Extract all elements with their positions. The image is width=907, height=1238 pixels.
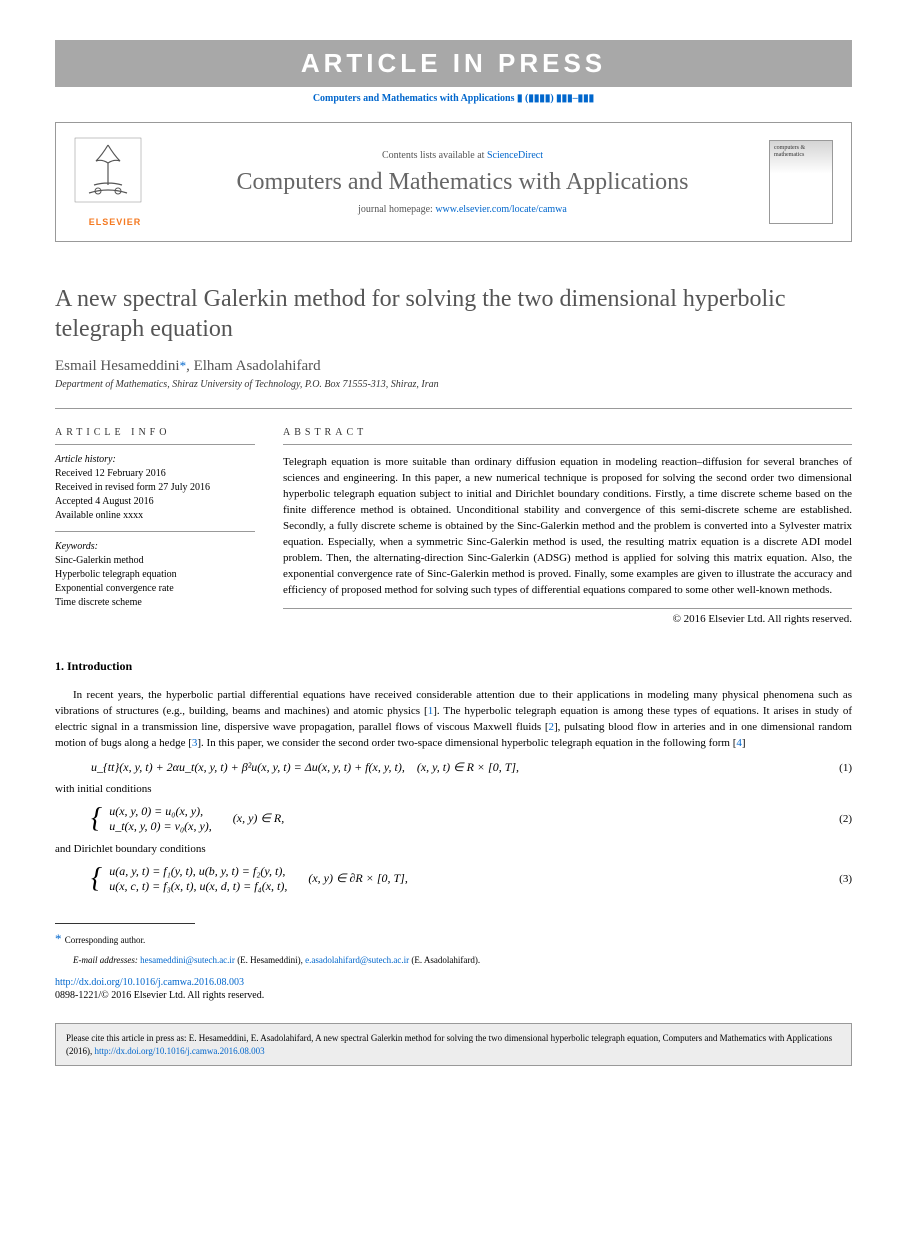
eq3-num: (3) bbox=[839, 873, 852, 885]
article-history: Article history: Received 12 February 20… bbox=[55, 453, 255, 532]
intro-text-d: ]. In this paper, we consider the second… bbox=[197, 737, 736, 749]
issn-line: 0898-1221/© 2016 Elsevier Ltd. All right… bbox=[55, 990, 852, 1001]
elsevier-tree-icon bbox=[74, 137, 142, 215]
eq1-content: u_{tt}(x, y, t) + 2αu_t(x, y, t) + β²u(x… bbox=[91, 760, 839, 775]
affiliation: Department of Mathematics, Shiraz Univer… bbox=[55, 379, 852, 409]
eq2-content: { u(x, y, 0) = u₀(x, y), u_t(x, y, 0) = … bbox=[91, 803, 839, 835]
history-revised: Received in revised form 27 July 2016 bbox=[55, 481, 255, 495]
elsevier-text: ELSEVIER bbox=[74, 217, 156, 227]
history-label: Article history: bbox=[55, 453, 255, 467]
keyword-2: Hyperbolic telegraph equation bbox=[55, 568, 255, 582]
doi-link[interactable]: http://dx.doi.org/10.1016/j.camwa.2016.0… bbox=[55, 977, 244, 988]
citation-box: Please cite this article in press as: E.… bbox=[55, 1023, 852, 1066]
eq3-intro: and Dirichlet boundary conditions bbox=[55, 843, 852, 855]
eq2-line1: u(x, y, 0) = u₀(x, y), bbox=[109, 804, 212, 819]
cite-doi-link[interactable]: http://dx.doi.org/10.1016/j.camwa.2016.0… bbox=[95, 1046, 265, 1056]
authors: Esmail Hesameddini*, Elham Asadolahifard bbox=[55, 358, 852, 375]
contents-line: Contents lists available at ScienceDirec… bbox=[156, 150, 769, 161]
equation-1: u_{tt}(x, y, t) + 2αu_t(x, y, t) + β²u(x… bbox=[91, 760, 852, 775]
author-2: Elham Asadolahifard bbox=[194, 358, 321, 374]
eq1-num: (1) bbox=[839, 762, 852, 774]
eq2-domain: (x, y) ∈ R, bbox=[233, 811, 284, 825]
elsevier-logo-block: ELSEVIER bbox=[74, 137, 156, 227]
journal-name: Computers and Mathematics with Applicati… bbox=[156, 169, 769, 196]
eq3-domain: (x, y) ∈ ∂R × [0, T], bbox=[308, 871, 407, 885]
section-1-head: 1. Introduction bbox=[55, 659, 852, 674]
abstract-column: ABSTRACT Telegraph equation is more suit… bbox=[283, 427, 852, 625]
article-title: A new spectral Galerkin method for solvi… bbox=[55, 284, 852, 344]
article-info-column: ARTICLE INFO Article history: Received 1… bbox=[55, 427, 255, 625]
corresponding-footnote: * Corresponding author. bbox=[55, 930, 852, 948]
abstract-text: Telegraph equation is more suitable than… bbox=[283, 455, 852, 609]
star-icon: * bbox=[55, 931, 65, 946]
author-sep: , bbox=[186, 358, 194, 374]
eq3-line2: u(x, c, t) = f₃(x, t), u(x, d, t) = f₄(x… bbox=[109, 879, 287, 894]
history-accepted: Accepted 4 August 2016 bbox=[55, 495, 255, 509]
keyword-4: Time discrete scheme bbox=[55, 596, 255, 610]
journal-cover-thumb: computers & mathematics bbox=[769, 140, 833, 224]
email-footnote: E-mail addresses: hesameddini@sutech.ac.… bbox=[55, 954, 852, 967]
corr-text: Corresponding author. bbox=[65, 935, 146, 945]
press-subtitle: Computers and Mathematics with Applicati… bbox=[55, 87, 852, 110]
history-received: Received 12 February 2016 bbox=[55, 467, 255, 481]
intro-text-e: ] bbox=[742, 737, 746, 749]
footnote-separator bbox=[55, 923, 195, 924]
keyword-3: Exponential convergence rate bbox=[55, 582, 255, 596]
eq3-content: { u(a, y, t) = f₁(y, t), u(b, y, t) = f₂… bbox=[91, 863, 839, 895]
abstract-head: ABSTRACT bbox=[283, 427, 852, 445]
cover-thumb-text: computers & mathematics bbox=[770, 141, 832, 163]
intro-paragraph: In recent years, the hyperbolic partial … bbox=[55, 688, 852, 752]
keywords-block: Keywords: Sinc-Galerkin method Hyperboli… bbox=[55, 540, 255, 610]
info-head: ARTICLE INFO bbox=[55, 427, 255, 445]
homepage-link[interactable]: www.elsevier.com/locate/camwa bbox=[435, 204, 567, 215]
author-1: Esmail Hesameddini bbox=[55, 358, 180, 374]
keyword-1: Sinc-Galerkin method bbox=[55, 554, 255, 568]
eq3-line1: u(a, y, t) = f₁(y, t), u(b, y, t) = f₂(y… bbox=[109, 864, 287, 879]
email-1-link[interactable]: hesameddini@sutech.ac.ir bbox=[140, 955, 235, 965]
press-banner: ARTICLE IN PRESS bbox=[55, 40, 852, 87]
homepage-prefix: journal homepage: bbox=[358, 204, 435, 215]
keywords-label: Keywords: bbox=[55, 540, 255, 554]
equation-2: { u(x, y, 0) = u₀(x, y), u_t(x, y, 0) = … bbox=[91, 803, 852, 835]
journal-header: ELSEVIER Contents lists available at Sci… bbox=[55, 122, 852, 242]
email-label: E-mail addresses: bbox=[73, 955, 140, 965]
history-online: Available online xxxx bbox=[55, 509, 255, 523]
eq2-num: (2) bbox=[839, 813, 852, 825]
homepage-line: journal homepage: www.elsevier.com/locat… bbox=[156, 204, 769, 215]
email-2-who: (E. Asadolahifard). bbox=[409, 955, 480, 965]
email-1-who: (E. Hesameddini), bbox=[235, 955, 305, 965]
brace-icon: { bbox=[91, 863, 102, 895]
email-2-link[interactable]: e.asadolahifard@sutech.ac.ir bbox=[305, 955, 409, 965]
equation-3: { u(a, y, t) = f₁(y, t), u(b, y, t) = f₂… bbox=[91, 863, 852, 895]
brace-icon: { bbox=[91, 803, 102, 835]
sciencedirect-link[interactable]: ScienceDirect bbox=[487, 150, 543, 161]
eq2-intro: with initial conditions bbox=[55, 783, 852, 795]
abstract-copyright: © 2016 Elsevier Ltd. All rights reserved… bbox=[283, 613, 852, 625]
doi-line: http://dx.doi.org/10.1016/j.camwa.2016.0… bbox=[55, 977, 852, 988]
contents-prefix: Contents lists available at bbox=[382, 150, 487, 161]
header-center: Contents lists available at ScienceDirec… bbox=[156, 150, 769, 215]
eq2-line2: u_t(x, y, 0) = v₀(x, y), bbox=[109, 819, 212, 834]
